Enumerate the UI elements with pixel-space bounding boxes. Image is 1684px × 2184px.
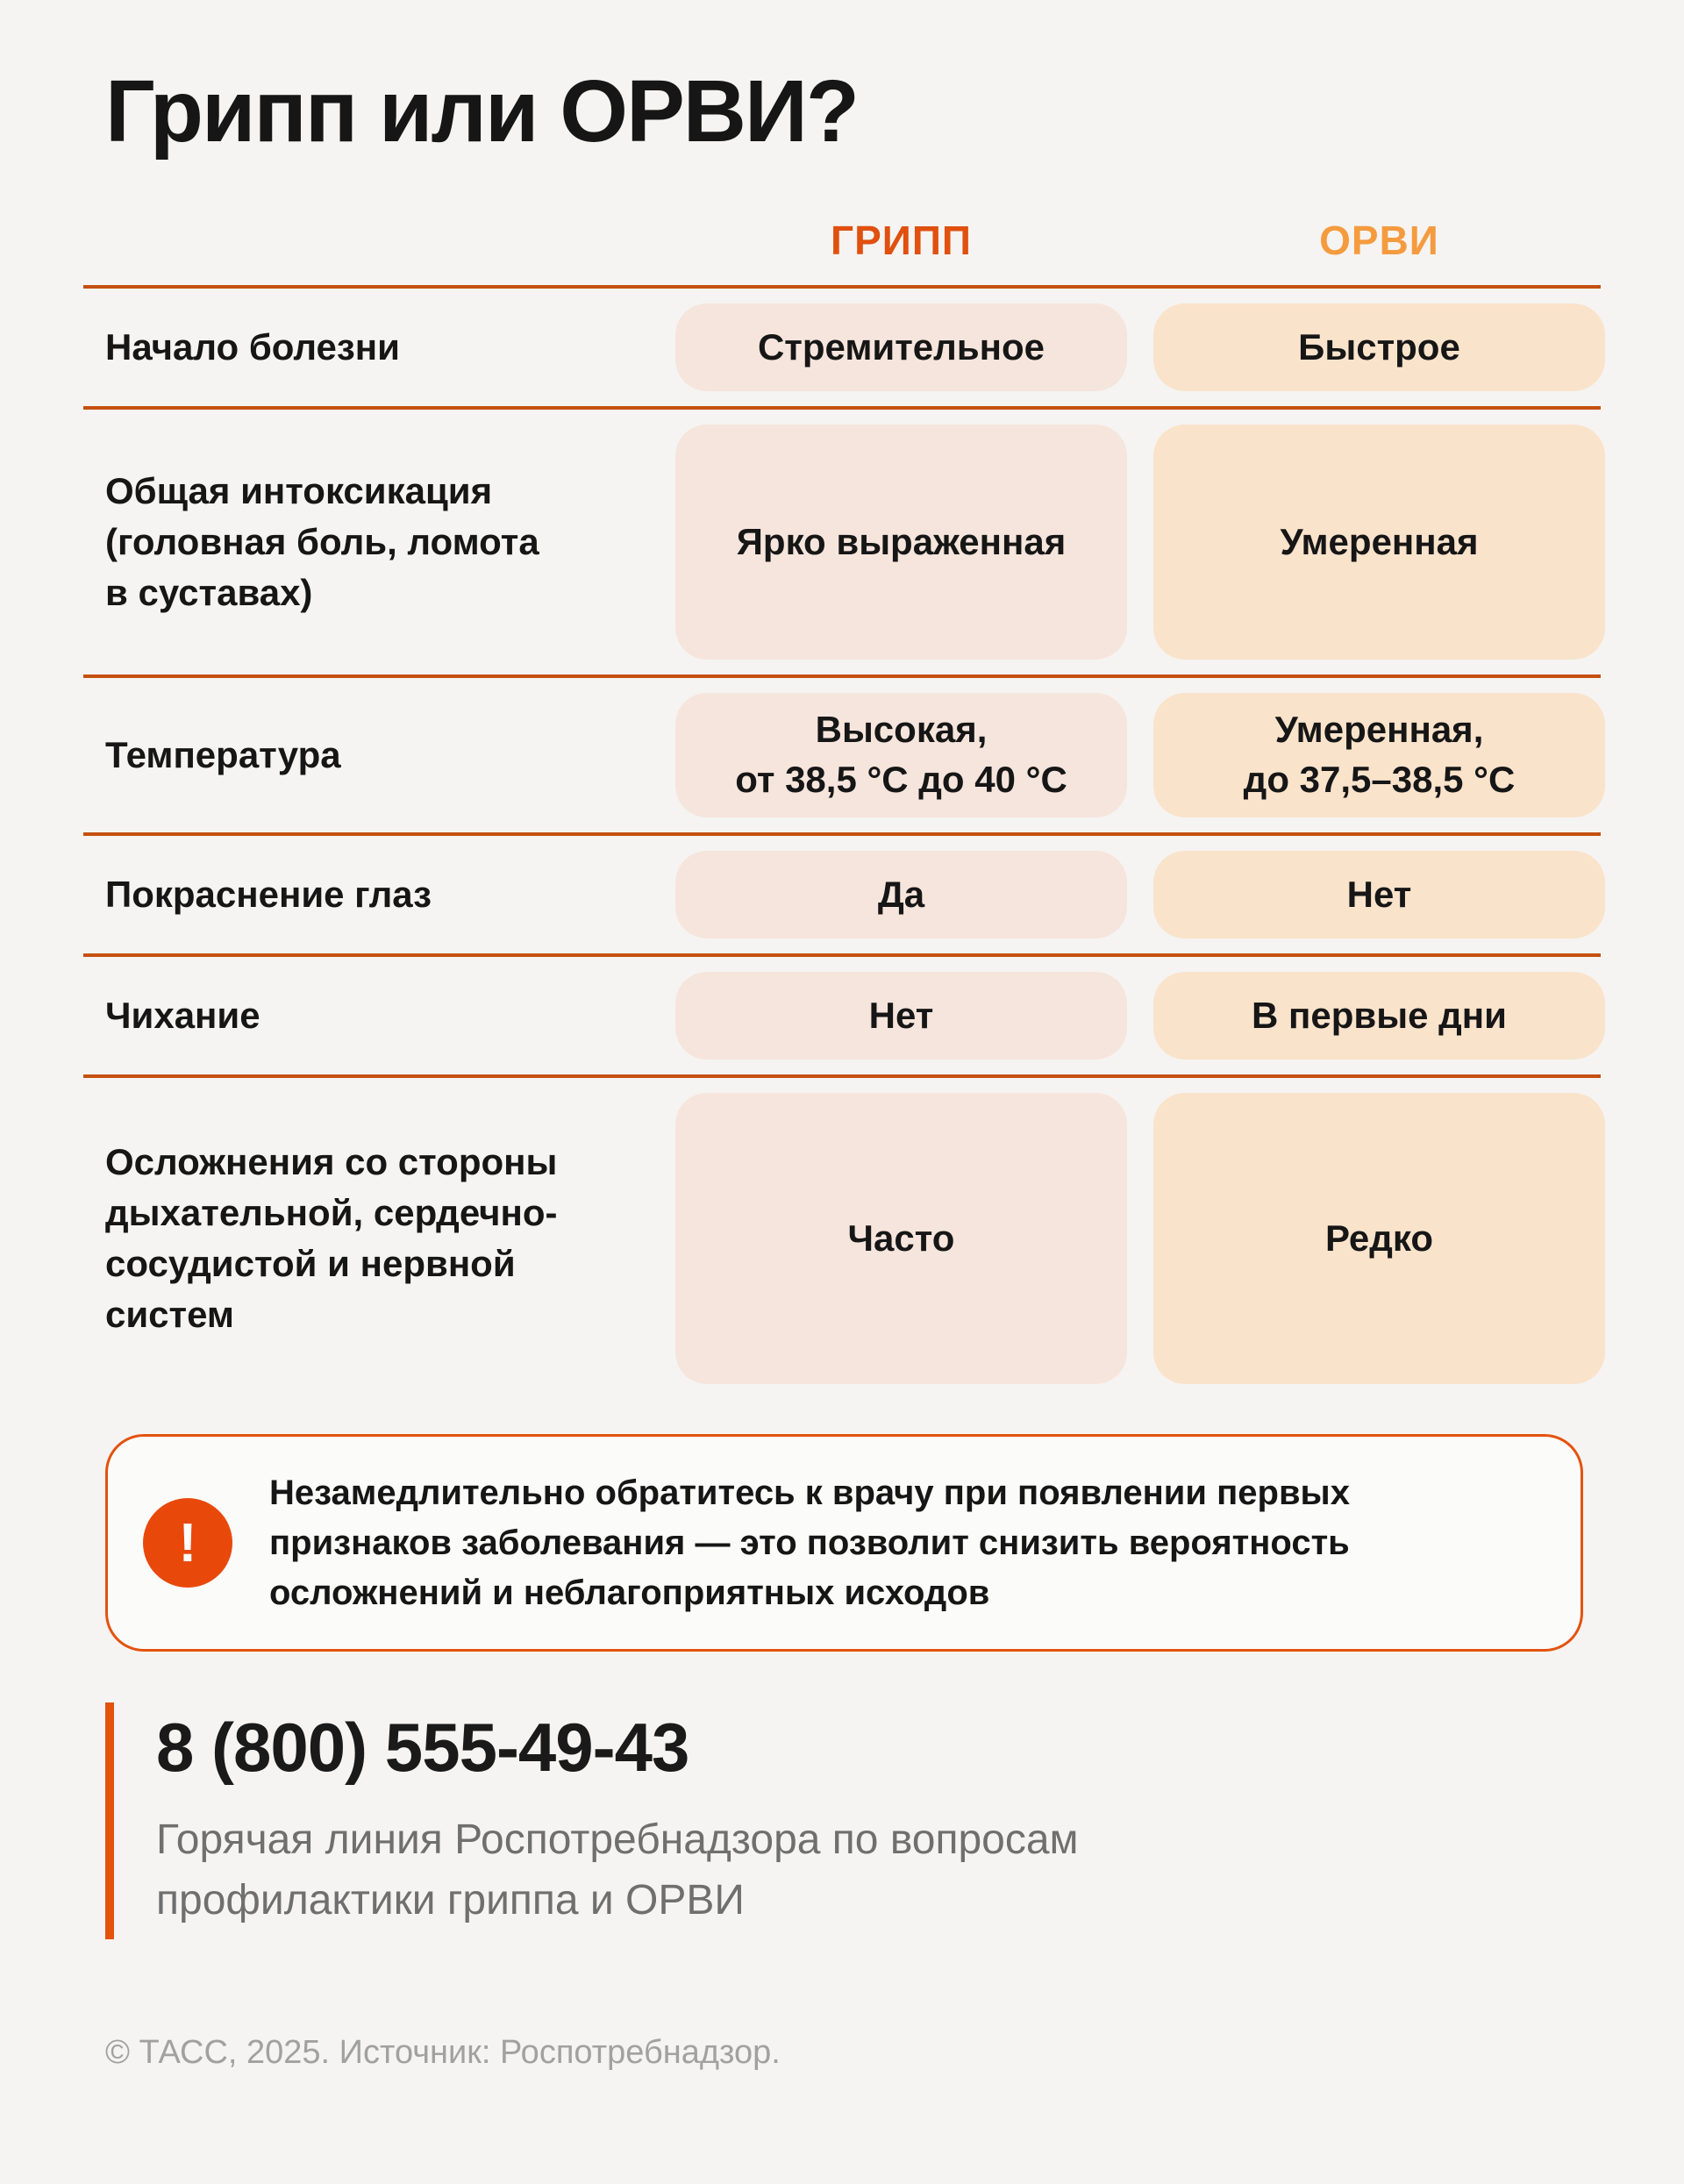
orvi-value-card: В первые дни <box>1153 972 1605 1060</box>
table-row: Начало болезни Стремительное Быстрое <box>83 285 1605 406</box>
row-label: Чихание <box>105 995 260 1037</box>
row-label: Начало болезни <box>105 326 400 368</box>
hotline-description: Горячая линия Роспотребнадзора по вопрос… <box>156 1816 1079 1923</box>
column-header-orvi: ОРВИ <box>1319 218 1439 263</box>
hotline-phone-number: 8 (800) 555-49-43 <box>156 1709 689 1787</box>
warning-box: ! Незамедлительно обратитесь к врачу при… <box>105 1434 1583 1652</box>
page-title: Грипп или ОРВИ? <box>105 62 860 161</box>
row-label: Температура <box>105 734 341 776</box>
row-label: Общая интоксикация (головная боль, ломот… <box>105 470 539 613</box>
header-spacer <box>83 217 649 264</box>
table-row: Осложнения со стороны дыхательной, серде… <box>83 1074 1605 1399</box>
orvi-value-card: Нет <box>1153 851 1605 939</box>
row-label: Осложнения со стороны дыхательной, серде… <box>105 1141 558 1335</box>
row-label: Покраснение глаз <box>105 874 432 916</box>
table-row: Чихание Нет В первые дни <box>83 953 1605 1074</box>
column-header-gripp: ГРИПП <box>831 218 972 263</box>
gripp-value-card: Ярко выраженная <box>675 425 1127 660</box>
warning-text: Незамедлительно обратитесь к врачу при п… <box>269 1474 1350 1612</box>
gripp-value-card: Да <box>675 851 1127 939</box>
infographic: Грипп или ОРВИ? ГРИПП ОРВИ Начало болезн… <box>83 62 1605 2071</box>
orvi-value-card: Умеренная <box>1153 425 1605 660</box>
orvi-value-card: Умеренная, до 37,5–38,5 °C <box>1153 693 1605 817</box>
gripp-value-card: Нет <box>675 972 1127 1060</box>
orvi-value-card: Редко <box>1153 1093 1605 1384</box>
footer-credit: © ТАСС, 2025. Источник: Роспотребнадзор. <box>105 2033 781 2071</box>
comparison-table: Начало болезни Стремительное Быстрое Общая … <box>83 285 1605 1399</box>
orvi-value-card: Быстрое <box>1153 303 1605 391</box>
table-row: Общая интоксикация (головная боль, ломот… <box>83 406 1605 674</box>
table-header-row: ГРИПП ОРВИ <box>83 217 1601 285</box>
gripp-value-card: Часто <box>675 1093 1127 1384</box>
gripp-value-card: Стремительное <box>675 303 1127 391</box>
exclamation-icon: ! <box>143 1498 232 1588</box>
gripp-value-card: Высокая, от 38,5 °C до 40 °C <box>675 693 1127 817</box>
table-row: Покраснение глаз Да Нет <box>83 832 1605 953</box>
table-row: Температура Высокая, от 38,5 °C до 40 °C У… <box>83 674 1605 832</box>
hotline-block: 8 (800) 555-49-43 Горячая линия Роспотре… <box>105 1702 1601 1939</box>
